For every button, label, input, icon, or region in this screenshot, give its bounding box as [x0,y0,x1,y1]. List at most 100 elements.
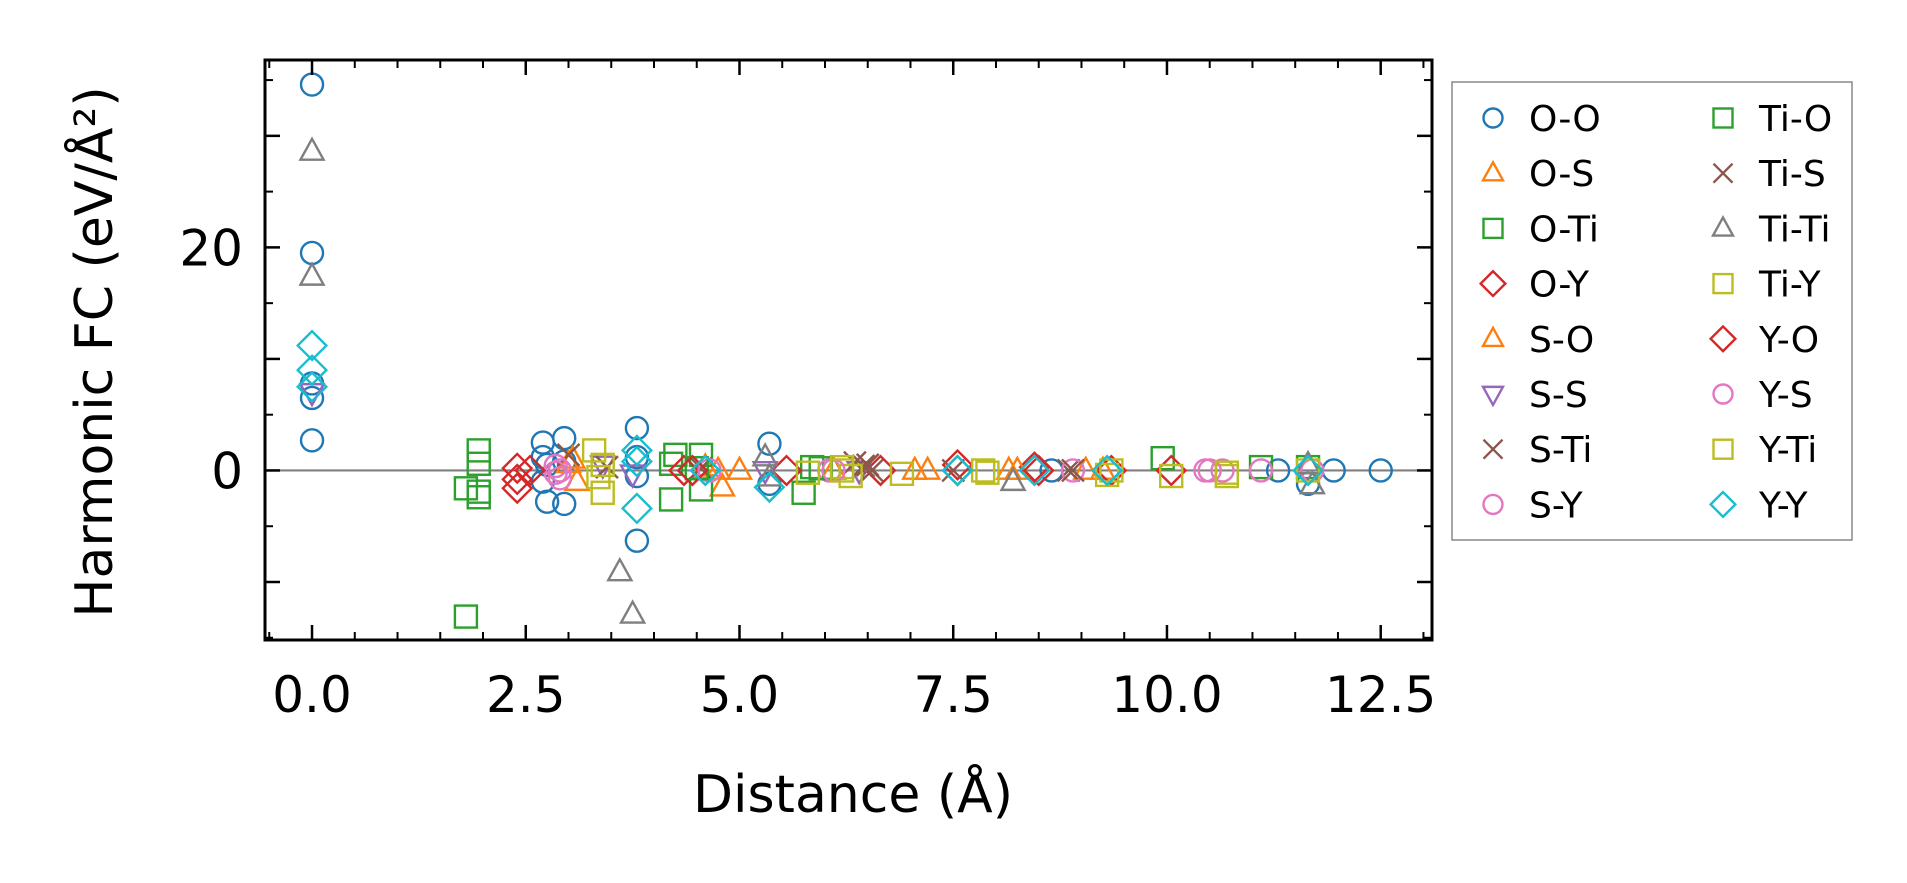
data-point-Y-Y [296,354,329,387]
data-point-S-Y [543,460,568,485]
data-point-O-S [708,472,736,497]
legend-marker-S-S [1480,385,1506,408]
legend-marker-Y-Y [1708,490,1738,519]
series-O-Y [501,448,1188,505]
x-tick-label: 0.0 [272,666,352,724]
legend-marker-Y-S [1712,383,1734,405]
data-point-Y-O [514,454,547,487]
legend-label: Ti-O [1758,99,1832,140]
legend-item: S-Ti [1482,430,1592,471]
y-axis-title: Harmonic FC (eV/Å²) [63,86,125,617]
legend-label: S-S [1529,375,1588,416]
legend-item: S-S [1480,375,1588,416]
data-point-O-O [624,415,650,441]
data-point-Ti-Y [581,438,607,463]
legend-marker-O-O [1482,107,1504,129]
x-axis-title: Distance (Å) [693,763,1013,825]
legend-label: O-Y [1529,265,1590,306]
data-point-S-Y [547,466,573,491]
data-point-Y-S [1197,458,1222,483]
data-point-O-Ti [453,604,479,629]
legend-item: Ti-S [1712,154,1826,195]
data-point-Y-Y [941,454,974,487]
legend-item: Ti-Y [1712,265,1822,306]
data-point-Ti-Ti [755,462,784,487]
data-point-Y-Y [1091,454,1124,487]
legend-item: O-Y [1478,265,1590,306]
data-point-O-Ti [466,438,491,463]
legend-label: Ti-Ti [1758,209,1830,250]
data-point-O-Y [667,454,700,487]
data-point-O-O [1368,458,1393,483]
data-point-Y-O [1022,454,1055,487]
data-point-Y-Y [753,471,786,504]
data-point-O-O [299,240,325,266]
legend-item: O-Ti [1482,209,1599,250]
data-point-O-O [624,528,650,553]
legend-marker-Ti-O [1712,107,1734,129]
legend-marker-Ti-Y [1712,272,1734,295]
data-point-Ti-S [941,458,966,483]
data-point-Ti-Y [586,464,611,490]
data-point-O-Ti [791,480,816,505]
series-Ti-S [855,453,1085,483]
data-point-O-O [299,72,325,97]
legend-marker-S-Ti [1482,438,1504,460]
legend-label: S-Ti [1529,430,1592,471]
data-points [296,72,1393,629]
data-point-O-Ti [466,485,491,510]
data-point-S-S [751,461,779,486]
data-point-Y-Y [620,492,653,525]
y-tick-label: 0 [211,442,243,500]
data-point-Ti-Ti [999,466,1027,492]
legend-label: Y-Ti [1758,430,1817,471]
data-point-Ti-S [855,453,880,477]
data-point-O-O [757,431,782,456]
legend-marker-Y-Ti [1712,438,1734,460]
legend-marker-S-O [1480,325,1506,348]
axes: 0.0 2.5 5.0 7.5 10.0 12.5 0 20 [179,58,1436,724]
data-point-S-Y [543,453,568,479]
legend-label: O-Ti [1529,209,1599,250]
legend-label: S-Y [1529,485,1584,526]
data-point-Ti-Y [838,463,863,489]
data-point-O-Ti [453,476,479,501]
data-point-O-O [552,491,577,517]
data-point-O-Y [941,448,974,481]
data-point-Ti-S [1061,458,1085,483]
legend-item: S-Y [1482,485,1584,526]
data-point-Y-Y [620,434,653,467]
legend-marker-Y-O [1708,324,1738,353]
legend-label: Y-Y [1758,485,1808,526]
y-tick-label: 20 [179,219,243,277]
x-tick-label: 10.0 [1111,666,1222,724]
data-point-Y-Y [296,329,329,362]
legend-marker-Ti-Ti [1710,214,1736,237]
legend-frame [1451,81,1853,541]
data-point-Y-Y [296,370,329,403]
data-point-O-O [299,385,325,411]
data-point-O-S [725,455,754,480]
data-point-Ti-Ti [298,136,326,161]
legend-item: S-O [1480,320,1594,361]
legend-label: Ti-S [1758,154,1826,195]
data-point-Y-Y [620,445,653,478]
data-point-S-Y [1210,458,1235,483]
x-tick-label: 12.5 [1325,666,1436,724]
data-point-S-Y [1248,458,1274,483]
data-point-S-O [913,455,942,480]
data-point-Ti-Y [795,460,821,485]
data-point-Y-S [547,458,573,483]
legend-marker-Ti-S [1712,162,1734,184]
data-point-Y-O [676,454,709,487]
x-tick-label: 2.5 [486,666,566,724]
data-point-O-S [1072,455,1100,480]
data-point-Ti-Y [590,480,615,505]
series-Y-Ti [590,452,1321,485]
x-tick-label: 7.5 [913,666,993,724]
data-point-Y-Ti [1295,458,1321,483]
legend-item: Ti-O [1712,99,1832,140]
data-point-Ti-Y [975,460,1000,485]
data-point-S-S [619,464,647,489]
